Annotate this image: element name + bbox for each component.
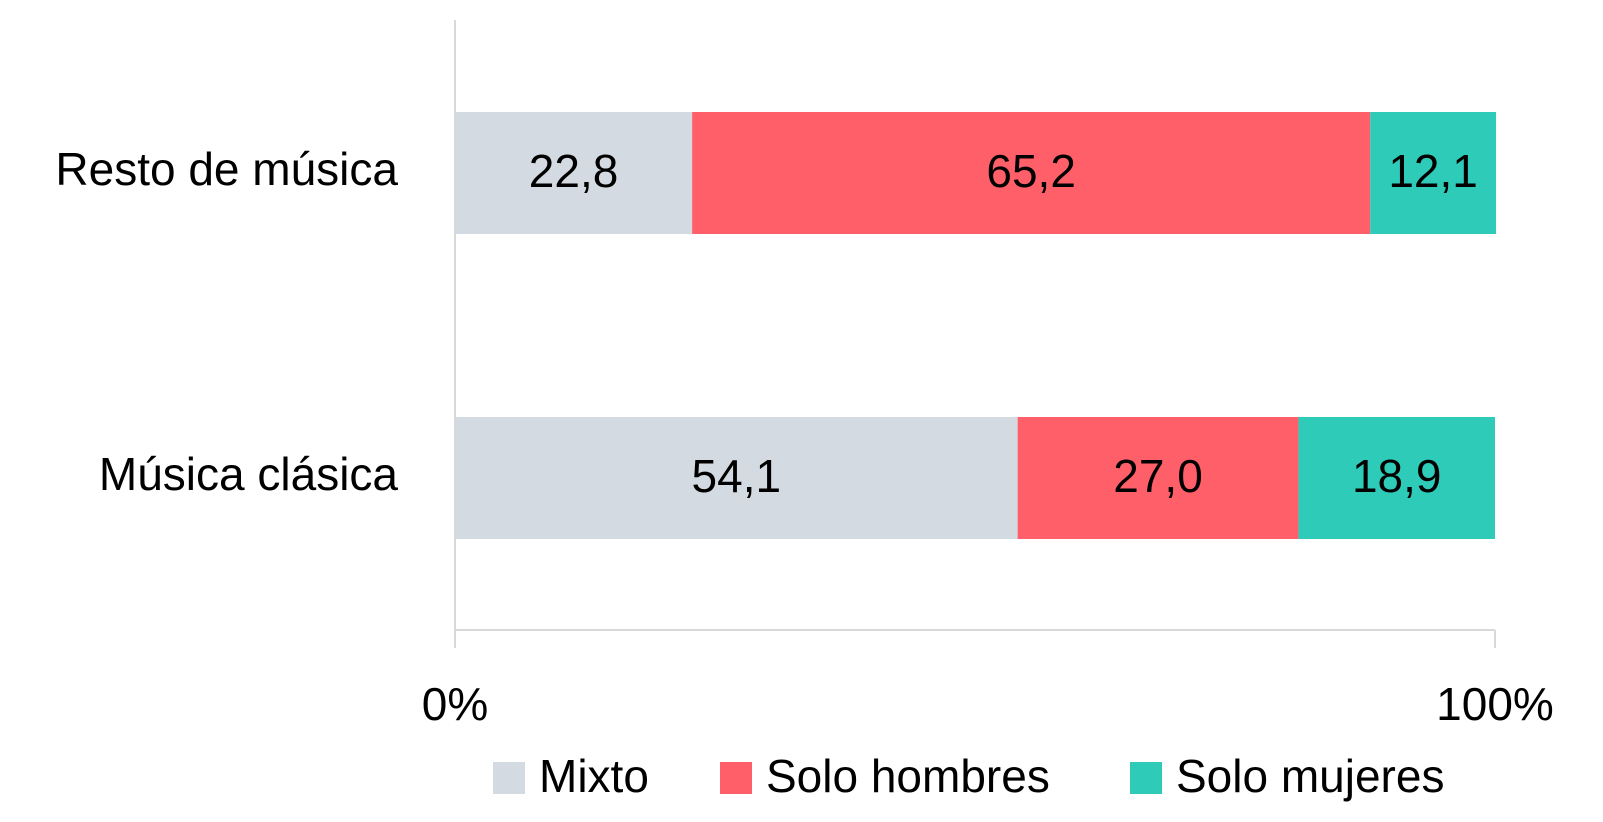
data-label: 54,1 bbox=[692, 450, 782, 502]
legend-swatch bbox=[493, 762, 525, 794]
data-label: 65,2 bbox=[986, 145, 1076, 197]
bar-segment bbox=[692, 112, 1371, 234]
data-label: 12,1 bbox=[1388, 145, 1478, 197]
bar-segment bbox=[1298, 417, 1495, 539]
data-label: 27,0 bbox=[1113, 450, 1203, 502]
data-label: 22,8 bbox=[529, 145, 619, 197]
legend-label: Solo mujeres bbox=[1176, 750, 1444, 802]
legend-swatch bbox=[1130, 762, 1162, 794]
legend-swatch bbox=[720, 762, 752, 794]
data-label: 18,9 bbox=[1352, 450, 1442, 502]
bar-segment bbox=[1370, 112, 1497, 234]
category-label: Resto de música bbox=[55, 143, 398, 195]
legend-label: Mixto bbox=[539, 750, 649, 802]
x-tick-label: 100% bbox=[1436, 678, 1554, 730]
legend-label: Solo hombres bbox=[766, 750, 1050, 802]
bar-segment bbox=[455, 112, 693, 234]
bar-segment bbox=[1017, 417, 1299, 539]
category-label: Música clásica bbox=[99, 448, 399, 500]
x-tick-label: 0% bbox=[422, 678, 488, 730]
bar-segment bbox=[455, 417, 1018, 539]
